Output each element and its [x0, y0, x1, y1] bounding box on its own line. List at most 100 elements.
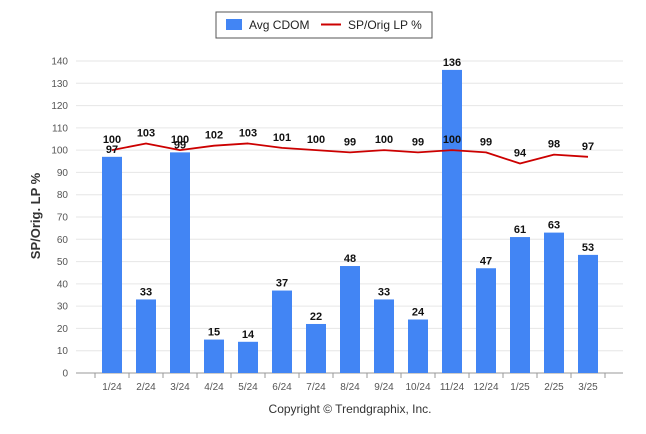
line-point[interactable]	[416, 150, 420, 154]
bar-data-label: 22	[310, 311, 322, 323]
y-tick-label: 90	[57, 168, 69, 179]
line-point[interactable]	[246, 141, 250, 145]
line-point[interactable]	[144, 141, 148, 145]
bar[interactable]	[170, 152, 190, 373]
line-data-label: 100	[171, 134, 189, 146]
line-point[interactable]	[212, 144, 216, 148]
data-labels: 97 33 99 15 14 37 22 48 33 24 136 47 61 63 53 100 103 100…	[103, 57, 594, 341]
x-tick-label: 2/25	[544, 382, 564, 393]
x-tick-label: 12/24	[473, 382, 498, 393]
y-tick-label: 20	[57, 324, 69, 335]
line-data-label: 102	[205, 130, 223, 142]
bar[interactable]	[510, 237, 530, 373]
bar-data-label: 63	[548, 220, 560, 232]
bar[interactable]	[374, 299, 394, 373]
line-data-label: 99	[480, 136, 492, 148]
y-tick-label: 110	[52, 123, 68, 134]
bar-data-label: 33	[378, 286, 390, 298]
bar[interactable]	[408, 319, 428, 373]
y-tick-label: 30	[57, 302, 69, 313]
y-tick-label: 100	[51, 146, 68, 157]
bar[interactable]	[306, 323, 326, 373]
line-point[interactable]	[552, 153, 556, 157]
line-point[interactable]	[586, 155, 590, 159]
line-point[interactable]	[348, 150, 352, 154]
line-point[interactable]	[314, 148, 318, 152]
y-tick-label: 130	[51, 79, 68, 90]
y-axis-title: SP/Orig. LP %	[28, 172, 43, 259]
line-data-label: 100	[307, 134, 325, 146]
line-data-label: 101	[273, 132, 291, 144]
y-tick-label: 120	[51, 101, 68, 112]
legend-line-label[interactable]: SP/Orig LP %	[348, 18, 422, 32]
x-tick-label: 3/25	[578, 382, 598, 393]
line-point[interactable]	[382, 148, 386, 152]
bar-data-label: 97	[106, 144, 118, 156]
x-tick-label: 10/24	[405, 382, 430, 393]
line-series	[111, 141, 590, 166]
x-tick-label: 3/24	[170, 382, 190, 393]
bar[interactable]	[204, 339, 224, 373]
line-data-label: 100	[375, 134, 393, 146]
bar[interactable]	[238, 341, 258, 373]
line-data-label: 98	[548, 139, 560, 151]
x-tick-label: 2/24	[136, 382, 156, 393]
bar-data-label: 48	[344, 253, 356, 265]
gridlines	[76, 60, 623, 352]
line-data-label: 100	[103, 134, 121, 146]
bar[interactable]	[102, 156, 122, 373]
line-data-label: 103	[239, 127, 257, 139]
bar[interactable]	[476, 268, 496, 373]
line-data-label: 100	[443, 134, 461, 146]
bar-data-label: 47	[480, 255, 492, 267]
bar-data-label: 15	[208, 327, 220, 339]
line-point[interactable]	[450, 148, 454, 152]
bar[interactable]	[340, 266, 360, 373]
bar-data-label: 99	[174, 139, 186, 151]
bar[interactable]	[136, 299, 156, 373]
bar-data-label: 61	[514, 224, 526, 236]
x-tick-label: 5/24	[238, 382, 258, 393]
line-data-label: 94	[514, 148, 527, 160]
axes: 0 10 20 30 40 50 60 70 80 90 100 110 120 130 140 1/24 2/…	[51, 57, 623, 393]
y-tick-label: 140	[51, 57, 68, 68]
x-tick-label: 11/24	[440, 382, 465, 393]
line-data-label: 99	[412, 136, 424, 148]
bar-data-label: 37	[276, 278, 288, 290]
bar-data-label: 14	[242, 329, 255, 341]
legend: Avg CDOM SP/Orig LP %	[215, 11, 433, 39]
bar[interactable]	[578, 254, 598, 373]
bar-data-label: 24	[412, 307, 425, 319]
line-data-label: 103	[137, 127, 155, 139]
bar[interactable]	[272, 290, 292, 373]
y-tick-label: 70	[57, 213, 69, 224]
copyright-footer: Copyright © Trendgraphix, Inc.	[269, 402, 432, 416]
x-tick-label: 8/24	[340, 382, 360, 393]
y-tick-label: 0	[62, 369, 68, 380]
x-tick-label: 1/25	[510, 382, 530, 393]
bar-data-label: 53	[582, 242, 594, 254]
bar-data-label: 33	[140, 286, 152, 298]
x-tick-label: 1/24	[102, 382, 122, 393]
line-data-label: 97	[582, 141, 594, 153]
legend-bar-label[interactable]: Avg CDOM	[249, 18, 309, 32]
bar-data-label: 136	[443, 57, 461, 69]
y-tick-label: 80	[57, 190, 69, 201]
legend-bar-swatch[interactable]	[226, 19, 242, 30]
bar-series	[102, 69, 598, 374]
line-point[interactable]	[484, 150, 488, 154]
line-point[interactable]	[518, 162, 522, 166]
y-tick-label: 40	[57, 279, 69, 290]
sp-orig-lp-line[interactable]	[111, 142, 589, 165]
x-tick-label: 9/24	[374, 382, 394, 393]
y-tick-label: 60	[57, 235, 69, 246]
bar[interactable]	[544, 232, 564, 373]
x-tick-label: 6/24	[272, 382, 292, 393]
y-tick-label: 50	[57, 257, 69, 268]
line-data-label: 99	[344, 136, 356, 148]
line-point[interactable]	[280, 146, 284, 150]
bar[interactable]	[442, 69, 462, 374]
y-tick-label: 10	[57, 346, 69, 357]
